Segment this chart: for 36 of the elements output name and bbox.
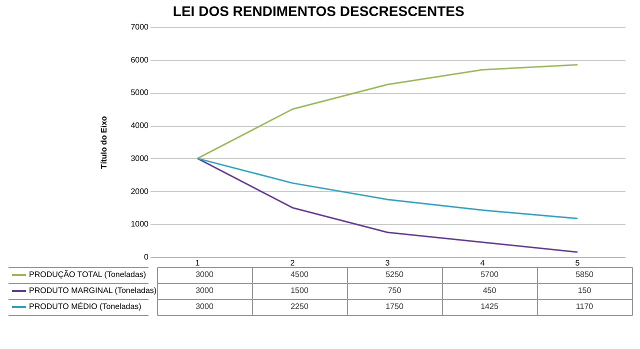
y-tick-label: 4000	[130, 121, 150, 130]
data-label: 5850	[576, 270, 594, 279]
data-label: 5700	[480, 270, 499, 279]
data-label: 450	[482, 286, 497, 295]
data-label: 2250	[290, 302, 309, 311]
data-label: 3000	[196, 270, 214, 279]
data-label: 150	[578, 286, 592, 295]
y-tick-label: 1000	[130, 220, 150, 229]
chart-title: LEI DOS RENDIMENTOS DESCRESCENTES	[172, 3, 464, 19]
line-series	[196, 158, 578, 253]
data-label: 750	[388, 286, 402, 295]
y-tick-label: 6000	[130, 55, 150, 64]
legend-label: PRODUÇÃO TOTAL (Toneladas)	[29, 269, 146, 279]
legend-label: PRODUTO MARGINAL (Toneladas)	[29, 286, 157, 295]
y-axis-title: Título do Eixo	[100, 116, 108, 169]
line-series	[196, 64, 578, 160]
data-label: 3000	[196, 286, 214, 295]
data-label: 1170	[576, 302, 594, 311]
data-label: 3000	[196, 302, 214, 311]
data-label: 5250	[386, 270, 404, 279]
line-series	[196, 158, 578, 220]
x-tick-label: 3	[385, 258, 390, 268]
y-tick-label: 3000	[130, 154, 150, 163]
y-tick-label: 5000	[130, 88, 150, 98]
y-tick-label: 0	[144, 252, 150, 262]
x-tick-label: 2	[290, 258, 296, 268]
data-label: 4500	[290, 270, 309, 279]
data-label: 1750	[386, 302, 404, 311]
y-tick-label: 7000	[130, 22, 150, 32]
x-tick-label: 1	[195, 258, 200, 268]
data-label: 1500	[290, 286, 309, 295]
legend-label: PRODUTO MÉDIO (Toneladas)	[29, 302, 142, 311]
x-tick-label: 4	[480, 258, 486, 268]
x-tick-label: 5	[575, 258, 580, 268]
y-tick-label: 2000	[130, 186, 150, 196]
data-label: 1425	[480, 302, 499, 311]
